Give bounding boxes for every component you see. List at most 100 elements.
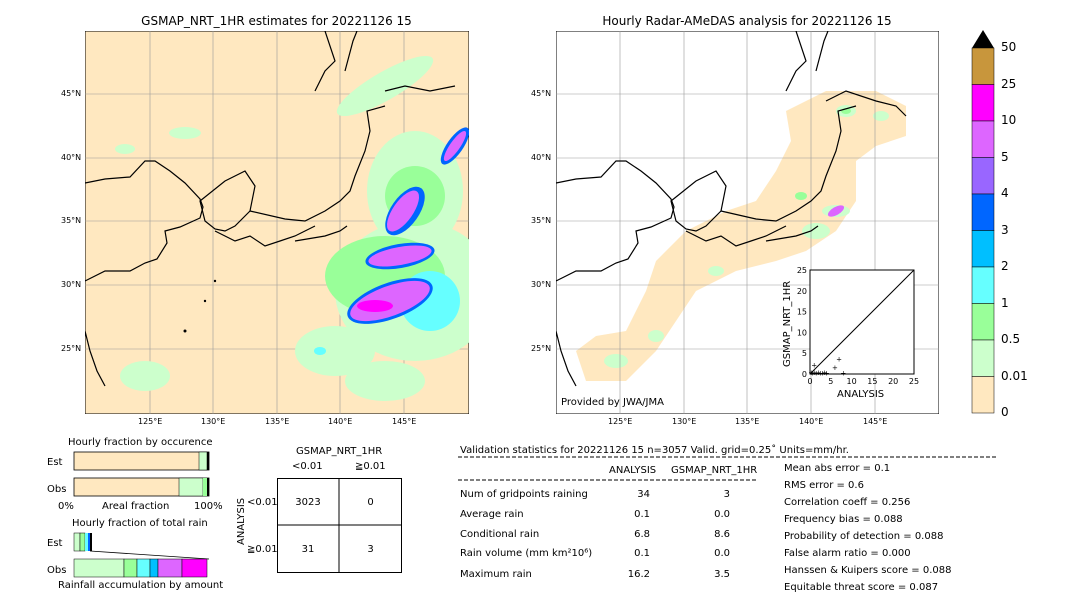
scatter-point: + bbox=[815, 369, 821, 377]
validation-row-label: Maximum rain bbox=[460, 569, 532, 580]
validation-row-analysis: 34 bbox=[637, 489, 650, 500]
left-map-title: GSMAP_NRT_1HR estimates for 20221126 15 bbox=[141, 14, 412, 28]
scatter-ytick: 0 bbox=[802, 370, 807, 379]
scatter-xtick: 20 bbox=[888, 377, 898, 386]
occurrence-axis-right: 100% bbox=[194, 501, 223, 512]
left-map bbox=[85, 31, 469, 414]
colorbar-block bbox=[971, 157, 995, 195]
colorbar-label: 0 bbox=[1001, 405, 1009, 419]
validation-row-label: Conditional rain bbox=[460, 529, 540, 540]
validation-row-label: Rain volume (mm km²10⁶) bbox=[460, 548, 593, 559]
contingency-row-0: <0.01 bbox=[247, 497, 278, 508]
scatter-point: + bbox=[813, 370, 819, 378]
colorbar-block bbox=[971, 303, 995, 341]
validation-row-gsmap: 3.5 bbox=[714, 569, 730, 580]
scatter-point: + bbox=[811, 362, 817, 370]
score-line: Correlation coeff = 0.256 bbox=[784, 497, 911, 508]
colorbar-label: 0.5 bbox=[1001, 332, 1021, 346]
lon-label: 135°E bbox=[265, 417, 290, 426]
scatter-ytick: 5 bbox=[802, 349, 807, 358]
scatter-xtick: 5 bbox=[828, 377, 833, 386]
colorbar-label: 50 bbox=[1001, 40, 1017, 54]
score-line: Probability of detection = 0.088 bbox=[784, 531, 944, 542]
lat-label: 30°N bbox=[61, 280, 82, 289]
total-rain-title: Hourly fraction of total rain bbox=[72, 518, 208, 529]
colorbar-block bbox=[971, 376, 995, 414]
contingency-cell: 31 bbox=[301, 544, 315, 555]
validation-col-gsmap: GSMAP_NRT_1HR bbox=[671, 465, 758, 476]
scatter-xlabel: ANALYSIS bbox=[837, 389, 885, 400]
score-line: Equitable threat score = 0.087 bbox=[784, 582, 939, 593]
lat-label: 35°N bbox=[61, 216, 82, 225]
colorbar-block bbox=[971, 47, 995, 85]
score-line: Mean abs error = 0.1 bbox=[784, 463, 891, 474]
validation-row-analysis: 16.2 bbox=[627, 569, 650, 580]
scatter-xtick: 0 bbox=[807, 377, 812, 386]
colorbar-block bbox=[971, 84, 995, 122]
scatter-point: + bbox=[820, 370, 826, 378]
contingency-cell: 0 bbox=[367, 497, 374, 508]
scatter-xtick: 15 bbox=[867, 377, 877, 386]
scatter-ytick: 25 bbox=[797, 266, 807, 275]
validation-row-label: Average rain bbox=[460, 509, 524, 520]
lon-label: 145°E bbox=[863, 417, 888, 426]
scatter-xtick: 10 bbox=[847, 377, 857, 386]
scatter-point: + bbox=[808, 369, 814, 377]
score-line: Hanssen & Kuipers score = 0.088 bbox=[784, 565, 952, 576]
score-line: False alarm ratio = 0.000 bbox=[784, 548, 911, 559]
total-rain-axis-mid: Rainfall accumulation by amount bbox=[58, 580, 224, 591]
scatter-ytick: 20 bbox=[797, 287, 807, 296]
lat-label: 45°N bbox=[531, 89, 552, 98]
lat-label: 25°N bbox=[531, 344, 552, 353]
scatter-ytick: 15 bbox=[797, 308, 807, 317]
colorbar-label: 4 bbox=[1001, 186, 1009, 200]
contingency-col-0: <0.01 bbox=[292, 461, 323, 472]
occurrence-bars bbox=[73, 451, 210, 497]
contingency-row-1: ≧0.01 bbox=[247, 544, 278, 555]
validation-col-analysis: ANALYSIS bbox=[609, 465, 657, 476]
lat-label: 30°N bbox=[531, 280, 552, 289]
scatter-point: + bbox=[817, 370, 823, 378]
validation-row-gsmap: 3 bbox=[723, 489, 730, 500]
occurrence-axis-left: 0% bbox=[58, 501, 74, 512]
validation-header: Validation statistics for 20221126 15 n=… bbox=[460, 445, 849, 456]
validation-row-gsmap: 0.0 bbox=[714, 509, 730, 520]
score-line: RMS error = 0.6 bbox=[784, 480, 864, 491]
scatter-ytick: 10 bbox=[797, 328, 807, 337]
lon-label: 130°E bbox=[672, 417, 697, 426]
validation-row-gsmap: 0.0 bbox=[714, 548, 730, 559]
scatter-point: + bbox=[822, 369, 828, 377]
colorbar-label: 5 bbox=[1001, 149, 1009, 164]
lon-label: 125°E bbox=[138, 417, 163, 426]
lon-label: 140°E bbox=[328, 417, 353, 426]
lon-label: 135°E bbox=[735, 417, 760, 426]
lon-label: 130°E bbox=[201, 417, 226, 426]
lat-label: 45°N bbox=[61, 89, 82, 98]
lat-label: 40°N bbox=[61, 153, 82, 162]
validation-row-analysis: 0.1 bbox=[634, 548, 650, 559]
validation-row-label: Num of gridpoints raining bbox=[460, 489, 588, 500]
validation-row-gsmap: 8.6 bbox=[714, 529, 730, 540]
colorbar-label: 10 bbox=[1001, 113, 1017, 127]
colorbar-block bbox=[971, 193, 995, 231]
contingency-title: GSMAP_NRT_1HR bbox=[296, 446, 383, 457]
lon-label: 145°E bbox=[392, 417, 417, 426]
colorbar-label: 0.01 bbox=[1001, 368, 1028, 383]
contingency-grid bbox=[277, 478, 402, 573]
scatter-point: + bbox=[832, 364, 838, 372]
colorbar-block bbox=[971, 266, 995, 304]
colorbar bbox=[971, 30, 995, 414]
colorbar-block bbox=[971, 120, 995, 158]
colorbar-label: 3 bbox=[1001, 222, 1009, 237]
contingency-cell: 3023 bbox=[295, 497, 321, 508]
lat-label: 35°N bbox=[531, 216, 552, 225]
provider-note: Provided by JWA/JMA bbox=[561, 397, 664, 408]
validation-row-analysis: 0.1 bbox=[634, 509, 650, 520]
scatter-point: + bbox=[824, 370, 830, 378]
colorbar-block bbox=[971, 339, 995, 377]
total-rain-bars bbox=[73, 532, 210, 578]
total-rain-row-est: Est bbox=[47, 538, 63, 549]
occurrence-axis-mid: Areal fraction bbox=[102, 501, 170, 512]
scatter-xtick: 25 bbox=[909, 377, 919, 386]
